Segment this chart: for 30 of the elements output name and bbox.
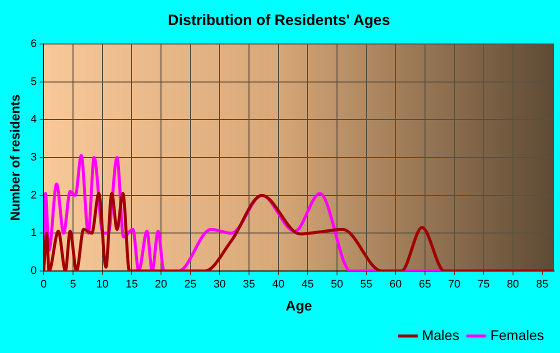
x-tick-label: 35 <box>242 278 256 291</box>
y-tick-label: 5 <box>30 76 37 88</box>
x-tick-label: 85 <box>536 278 548 291</box>
legend-label: Males <box>422 326 460 343</box>
x-tick-label: 5 <box>70 278 76 291</box>
x-tick-label: 55 <box>360 278 372 291</box>
y-tick-label: 3 <box>30 152 37 164</box>
x-tick-label: 80 <box>506 278 520 291</box>
x-tick-label: 25 <box>184 278 196 291</box>
x-tick-label: 45 <box>302 278 314 291</box>
x-tick-label: 30 <box>214 278 226 291</box>
x-tick-label: 75 <box>477 278 490 291</box>
x-tick-label: 40 <box>272 278 284 291</box>
y-tick-label: 6 <box>30 38 37 50</box>
y-axis-title: Number of residents <box>7 94 22 221</box>
x-tick-label: 0 <box>40 278 47 291</box>
y-tick-label: 2 <box>30 189 37 202</box>
x-axis-title: Age <box>286 297 312 314</box>
x-tick-label: 70 <box>448 278 460 291</box>
legend-label: Females <box>490 326 544 343</box>
x-tick-label: 50 <box>330 278 344 291</box>
x-tick-label: 15 <box>126 278 138 291</box>
x-tick-label: 65 <box>418 278 432 291</box>
x-tick-label: 10 <box>96 278 108 291</box>
y-tick-label: 4 <box>30 114 37 126</box>
x-tick-label: 20 <box>154 278 168 291</box>
chart-title: Distribution of Residents' Ages <box>168 12 390 30</box>
y-tick-label: 0 <box>30 265 37 278</box>
x-tick-label: 60 <box>390 278 402 291</box>
y-tick-label: 1 <box>30 227 37 240</box>
